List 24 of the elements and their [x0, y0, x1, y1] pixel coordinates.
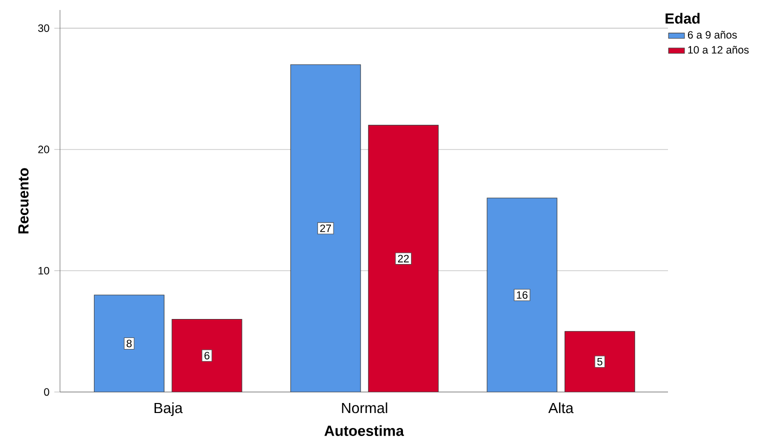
x-tick-label: Baja — [154, 402, 183, 416]
bar — [368, 124, 439, 392]
y-tick-label: 10 — [38, 266, 50, 275]
data-label: 22 — [398, 254, 409, 262]
x-tick-label: Alta — [548, 402, 574, 414]
legend-label: 10 a 12 años — [688, 46, 749, 54]
y-axis-title: Recuento — [18, 168, 29, 234]
data-label: 27 — [320, 224, 331, 232]
legend-title: Edad — [666, 12, 700, 24]
legend-label: 6 a 9 años — [688, 30, 737, 39]
data-label: 16 — [516, 291, 528, 299]
bar — [290, 64, 361, 392]
bar — [94, 294, 164, 392]
y-tick-label: 20 — [38, 146, 50, 154]
data-label: 5 — [597, 358, 602, 366]
y-tick-label: 0 — [44, 388, 50, 396]
bar — [564, 331, 636, 392]
data-label: 6 — [204, 352, 210, 360]
x-tick-label: Normal — [342, 402, 388, 414]
y-tick-label: 30 — [38, 24, 50, 32]
x-axis-title: Autoestima — [324, 425, 404, 436]
bar — [486, 198, 558, 392]
bar — [172, 318, 242, 392]
data-label: 8 — [126, 340, 132, 348]
